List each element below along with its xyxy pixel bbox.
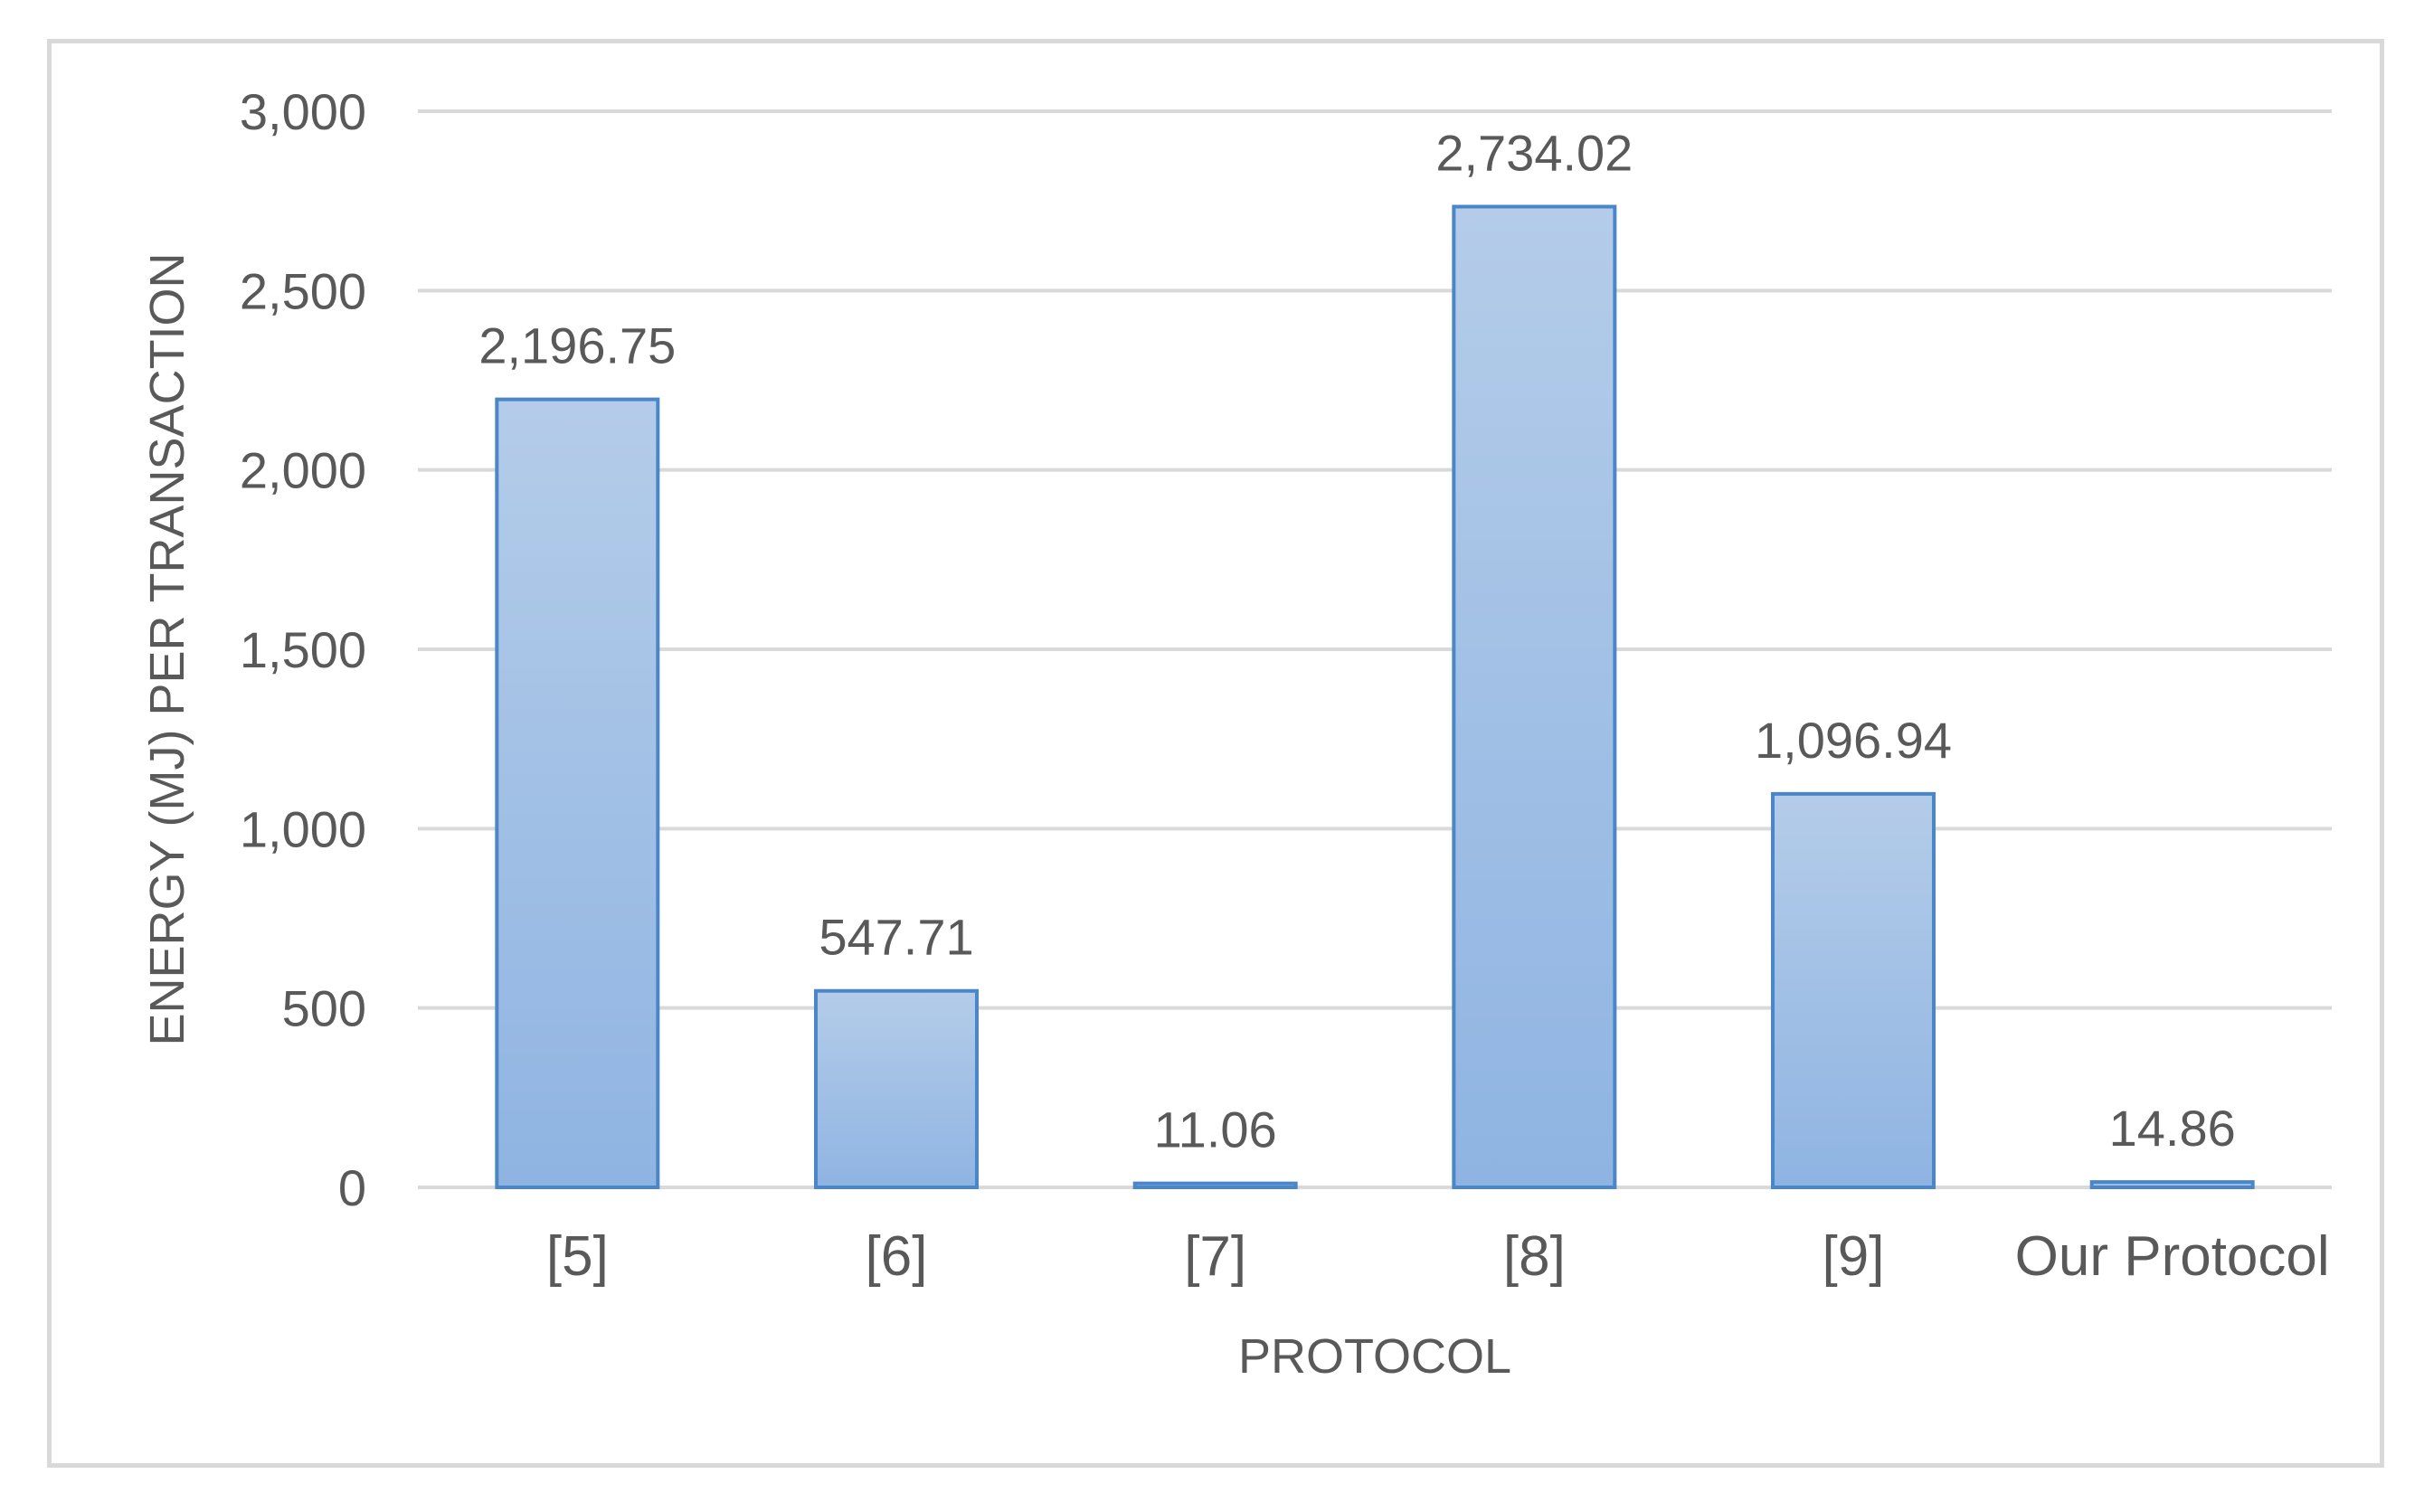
bar [2089,1180,2255,1190]
y-tick-label: 2,500 [240,262,366,319]
bar [1452,204,1617,1190]
data-label: 2,196.75 [478,317,676,374]
x-category-label: [7] [1184,1225,1246,1288]
bar [1771,791,1936,1190]
chart-frame [47,39,2384,1468]
gridlines [418,109,2332,1189]
bar [495,397,660,1189]
data-labels: 2,196.75 547.71 11.06 2,734.02 1,096.94 14.86 [478,125,2235,1158]
y-tick-label: 3,000 [240,83,366,140]
data-label: 547.71 [819,909,973,966]
y-axis-tick-labels: 0 500 1,000 1,500 2,000 2,500 3,000 [240,83,366,1216]
x-category-label: [9] [1823,1225,1885,1288]
x-category-label: Our Protocol [2015,1225,2330,1288]
data-label: 2,734.02 [1435,125,1633,182]
data-label: 11.06 [1154,1101,1277,1158]
bar [1132,1181,1298,1190]
x-category-label: [5] [546,1225,609,1288]
data-label: 1,096.94 [1755,712,1952,769]
y-tick-label: 2,000 [240,442,366,499]
y-axis-title: ENERGY (MJ) PER TRANSACTION [140,252,194,1045]
x-axis-category-labels: [5] [6] [7] [8] [9] Our Protocol [546,1225,2330,1288]
bar [814,988,979,1189]
y-tick-label: 500 [282,980,366,1037]
y-tick-label: 1,000 [240,800,366,857]
bars [495,204,2255,1190]
data-label: 14.86 [2109,1100,2236,1157]
x-category-label: [8] [1503,1225,1566,1288]
x-category-label: [6] [866,1225,928,1288]
x-axis-title: PROTOCOL [1238,1329,1511,1384]
y-tick-label: 1,500 [240,621,366,678]
y-tick-label: 0 [338,1159,366,1216]
